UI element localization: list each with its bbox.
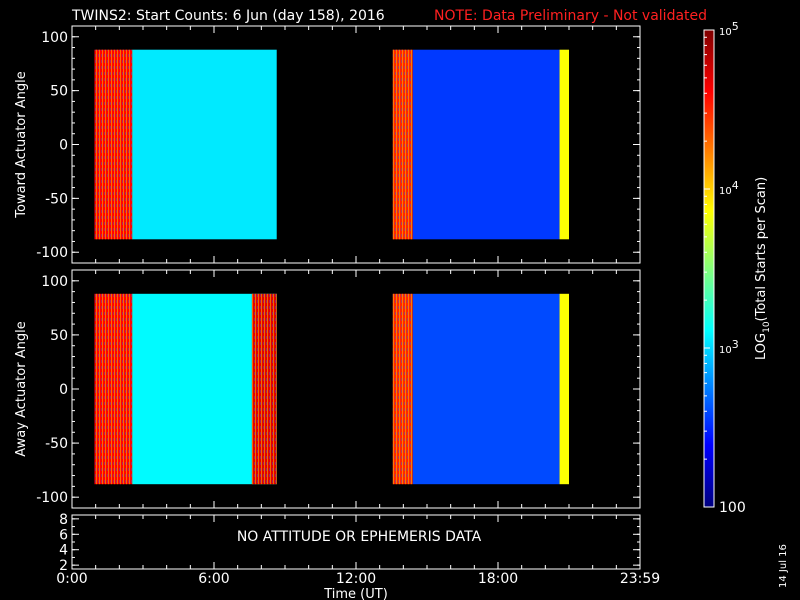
heatmap-texture xyxy=(251,293,277,485)
note-text: NOTE: Data Preliminary - Not validated xyxy=(434,8,707,24)
heatmap-texture xyxy=(94,293,133,485)
heatmap-texture xyxy=(94,49,133,240)
x-tick-label: 12:00 xyxy=(336,571,376,587)
y-tick-label: 50 xyxy=(50,84,68,100)
colorbar-label-sub: 10 xyxy=(762,321,772,333)
colorbar-label-prefix: LOG xyxy=(754,333,769,360)
heatmap-texture xyxy=(392,49,413,240)
colorbar-tick-exp: 5 xyxy=(732,20,739,33)
colorbar-tick-label: 103 xyxy=(719,338,739,356)
y-tick-label: -100 xyxy=(36,245,68,261)
heatmap-band xyxy=(132,49,277,240)
colorbar-tick-label: 100 xyxy=(719,500,746,516)
colorbar-tick-base: 10 xyxy=(719,345,732,356)
y-tick-label: -50 xyxy=(45,191,68,207)
colorbar-tick-base: 10 xyxy=(719,27,732,38)
colorbar-tick-base: 10 xyxy=(719,186,732,197)
x-tick-label: 23:59 xyxy=(620,571,660,587)
y-tick-label: 100 xyxy=(41,30,68,46)
colorbar-label-suffix: (Total Starts per Scan) xyxy=(754,177,769,322)
heatmap-texture xyxy=(392,293,413,485)
colorbar-tick-label: 104 xyxy=(719,179,739,197)
y-tick-label: 6 xyxy=(59,527,68,543)
y-tick-label: 100 xyxy=(41,274,68,290)
colorbar-tick-exp: 4 xyxy=(732,179,739,192)
y-tick-label: 2 xyxy=(59,558,68,574)
x-axis-label: Time (UT) xyxy=(323,587,388,600)
y-tick-label: 50 xyxy=(50,328,68,344)
chart-title: TWINS2: Start Counts: 6 Jun (day 158), 2… xyxy=(71,8,385,24)
toward-panel: 100 50 0 -50 -100 Toward Actuator Angle xyxy=(14,25,641,264)
y-tick-label: 8 xyxy=(59,512,68,528)
heatmap-band xyxy=(412,293,560,485)
heatmap-band xyxy=(559,49,569,240)
y-tick-label: -100 xyxy=(36,490,68,506)
x-tick-label: 0:00 xyxy=(56,571,87,587)
x-tick-label: 18:00 xyxy=(478,571,518,587)
heatmap-band xyxy=(559,293,569,485)
colorbar-tick-label: 105 xyxy=(719,20,739,38)
no-data-message: NO ATTITUDE OR EPHEMERIS DATA xyxy=(237,529,482,545)
y-axis-label: Away Actuator Angle xyxy=(14,321,29,456)
date-stamp: 14 Jul 16 xyxy=(778,544,789,588)
away-panel: 100 50 0 -50 -100 Away Actuator Angle xyxy=(14,269,641,509)
y-tick-label: -50 xyxy=(45,436,68,452)
y-tick-label: 4 xyxy=(59,543,68,559)
colorbar-fill xyxy=(704,30,714,507)
y-tick-label: 0 xyxy=(59,382,68,398)
heatmap-band xyxy=(412,49,560,240)
colorbar-tick-exp: 3 xyxy=(732,338,739,351)
y-tick-label: 0 xyxy=(59,138,68,154)
colorbar-label: LOG10(Total Starts per Scan) xyxy=(754,177,772,360)
x-tick-label: 6:00 xyxy=(198,571,229,587)
y-axis-label: Toward Actuator Angle xyxy=(14,71,29,218)
